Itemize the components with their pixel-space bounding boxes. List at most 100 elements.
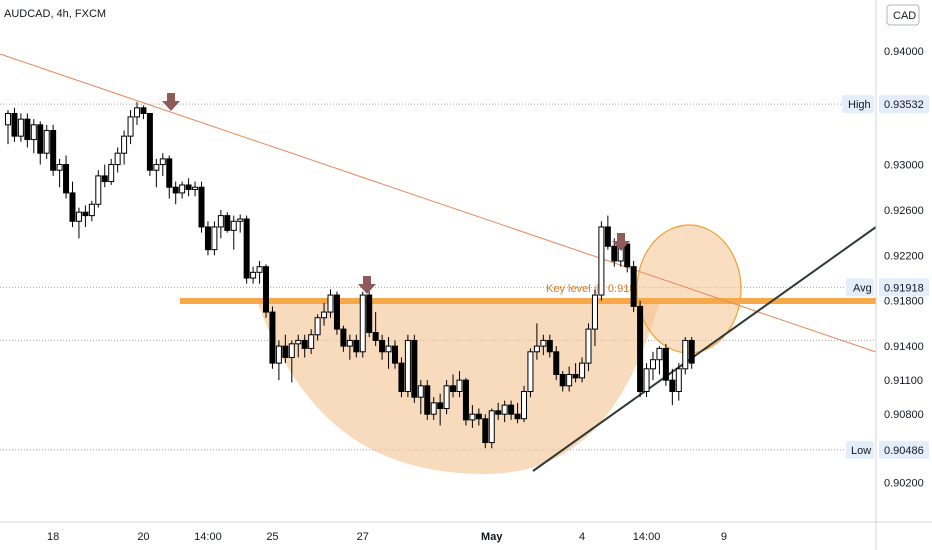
price-axis[interactable]: 0.94000 0.93000 0.92600 0.92200 0.91800 0.914… bbox=[884, 46, 924, 489]
candle[interactable] bbox=[321, 302, 328, 326]
candle[interactable] bbox=[450, 374, 457, 398]
descending-trendline[interactable] bbox=[0, 53, 877, 353]
candle[interactable] bbox=[462, 377, 469, 426]
candle[interactable] bbox=[43, 124, 50, 159]
candle[interactable] bbox=[134, 102, 140, 125]
candle[interactable] bbox=[301, 334, 308, 358]
candle[interactable] bbox=[488, 408, 495, 449]
candle[interactable] bbox=[127, 110, 134, 145]
candle[interactable] bbox=[217, 209, 224, 239]
candle[interactable] bbox=[24, 113, 31, 148]
candle[interactable] bbox=[385, 337, 392, 369]
candle[interactable] bbox=[88, 200, 95, 222]
candle[interactable] bbox=[159, 153, 166, 176]
candle[interactable] bbox=[604, 215, 611, 250]
candle[interactable] bbox=[198, 181, 205, 233]
candle[interactable] bbox=[30, 119, 37, 154]
time-axis[interactable]: 18 20 14:00 25 27 May 4 14:00 9 bbox=[47, 531, 727, 543]
candle[interactable] bbox=[95, 170, 102, 208]
candle[interactable] bbox=[37, 121, 44, 165]
candle[interactable] bbox=[566, 366, 573, 392]
candle[interactable] bbox=[346, 334, 353, 360]
candle[interactable] bbox=[508, 400, 515, 420]
candle[interactable] bbox=[140, 105, 147, 120]
candle[interactable] bbox=[527, 348, 534, 398]
candle[interactable] bbox=[637, 300, 644, 398]
candle[interactable] bbox=[230, 215, 237, 250]
candle[interactable] bbox=[501, 400, 508, 423]
ascending-support-line[interactable] bbox=[532, 226, 877, 472]
candle[interactable] bbox=[211, 221, 218, 256]
candle[interactable] bbox=[269, 306, 276, 369]
candle[interactable] bbox=[424, 380, 431, 420]
candle[interactable] bbox=[314, 314, 321, 341]
candle[interactable] bbox=[662, 343, 669, 386]
candle[interactable] bbox=[630, 261, 637, 313]
candle[interactable] bbox=[572, 363, 579, 383]
candle[interactable] bbox=[17, 113, 24, 142]
candle[interactable] bbox=[275, 340, 282, 381]
currency-badge[interactable] bbox=[886, 4, 920, 26]
candle[interactable] bbox=[282, 334, 289, 364]
candle[interactable] bbox=[650, 351, 656, 381]
candle[interactable] bbox=[392, 340, 398, 369]
candle[interactable] bbox=[514, 402, 521, 424]
candle[interactable] bbox=[166, 155, 173, 199]
candle[interactable] bbox=[643, 363, 650, 398]
candle[interactable] bbox=[482, 414, 489, 449]
candle[interactable] bbox=[308, 329, 315, 355]
candle[interactable] bbox=[495, 402, 502, 420]
candle[interactable] bbox=[598, 221, 605, 301]
candle[interactable] bbox=[63, 155, 70, 199]
candle[interactable] bbox=[656, 346, 663, 375]
candle[interactable] bbox=[437, 393, 444, 426]
candle[interactable] bbox=[430, 397, 437, 420]
candle[interactable] bbox=[256, 261, 263, 284]
candle[interactable] bbox=[50, 124, 57, 176]
candle[interactable] bbox=[263, 264, 269, 318]
candle[interactable] bbox=[327, 289, 334, 318]
candle[interactable] bbox=[153, 158, 160, 188]
candle[interactable] bbox=[146, 112, 153, 176]
candle[interactable] bbox=[521, 385, 527, 423]
candle[interactable] bbox=[559, 371, 566, 392]
candle[interactable] bbox=[56, 158, 63, 188]
candle[interactable] bbox=[82, 205, 89, 227]
candle[interactable] bbox=[179, 181, 186, 199]
candle[interactable] bbox=[359, 291, 366, 358]
candle[interactable] bbox=[5, 110, 11, 145]
candle[interactable] bbox=[333, 291, 340, 335]
candle[interactable] bbox=[411, 334, 418, 403]
candle[interactable] bbox=[682, 337, 689, 375]
candle[interactable] bbox=[340, 325, 347, 352]
candle[interactable] bbox=[533, 323, 540, 360]
candle[interactable] bbox=[366, 291, 373, 338]
candle[interactable] bbox=[69, 181, 76, 227]
candle[interactable] bbox=[243, 215, 250, 284]
candle[interactable] bbox=[475, 408, 482, 426]
candle[interactable] bbox=[688, 337, 695, 369]
candle[interactable] bbox=[669, 368, 676, 406]
candle[interactable] bbox=[295, 334, 302, 358]
candle[interactable] bbox=[456, 371, 463, 398]
candle[interactable] bbox=[443, 380, 450, 415]
candle[interactable] bbox=[675, 363, 682, 401]
candle[interactable] bbox=[585, 323, 592, 372]
candle[interactable] bbox=[398, 357, 405, 398]
candle[interactable] bbox=[172, 181, 179, 205]
candle[interactable] bbox=[469, 405, 476, 428]
candle[interactable] bbox=[101, 164, 108, 188]
candle[interactable] bbox=[591, 289, 598, 347]
candle[interactable] bbox=[237, 214, 244, 233]
candle[interactable] bbox=[75, 207, 82, 239]
candle[interactable] bbox=[417, 380, 424, 415]
candle[interactable] bbox=[353, 334, 360, 358]
candle[interactable] bbox=[540, 334, 547, 356]
candle[interactable] bbox=[546, 334, 553, 358]
candle[interactable] bbox=[379, 334, 386, 360]
candle[interactable] bbox=[204, 221, 211, 256]
candle[interactable] bbox=[108, 158, 115, 185]
candle[interactable] bbox=[114, 147, 121, 173]
candle[interactable] bbox=[185, 178, 192, 197]
